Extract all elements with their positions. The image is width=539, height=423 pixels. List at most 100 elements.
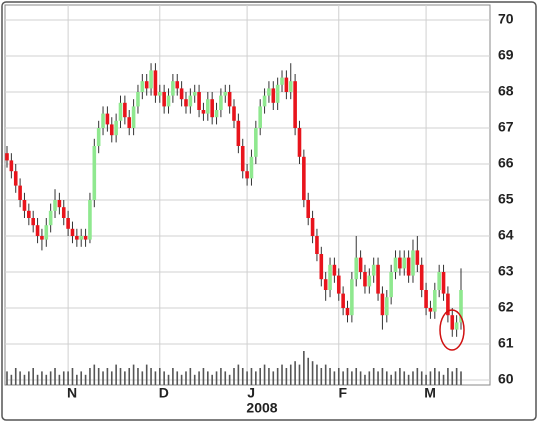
candle-body xyxy=(245,171,249,179)
y-tick-label: 65 xyxy=(498,191,514,207)
candle-body xyxy=(393,257,398,272)
candle-body xyxy=(175,81,180,89)
volume-bar xyxy=(14,368,17,385)
candle-body xyxy=(96,128,101,146)
candle-body xyxy=(162,92,166,107)
volume-bar xyxy=(425,374,427,385)
x-tick-label: N xyxy=(67,385,77,401)
y-tick-label: 64 xyxy=(498,227,514,243)
candle-body xyxy=(171,81,175,96)
candle-body xyxy=(232,106,236,121)
volume-bar xyxy=(303,351,305,385)
candle-body xyxy=(428,308,433,312)
candle-body xyxy=(254,128,258,157)
volume-bar xyxy=(193,374,196,385)
candle-body xyxy=(149,70,153,89)
volume-bar xyxy=(268,368,270,385)
candle-body xyxy=(35,225,40,236)
volume-bar xyxy=(115,364,117,385)
volume-bar xyxy=(447,368,449,385)
candle-body xyxy=(336,275,341,294)
candle-body xyxy=(206,99,210,114)
plot: 60 61 62 63 64 65 66 67 68 69 70 N D J F M xyxy=(5,5,514,401)
volume-bar xyxy=(102,371,104,385)
candle-body xyxy=(341,293,345,308)
volume-bar xyxy=(294,361,296,385)
candle-body xyxy=(441,272,446,294)
candle-body xyxy=(415,250,420,265)
candle-body xyxy=(48,210,53,226)
volume-bar xyxy=(377,371,379,385)
candle-body xyxy=(92,146,97,200)
candle-body xyxy=(258,106,262,128)
volume-bar xyxy=(106,368,109,385)
volume-bar xyxy=(337,368,340,385)
volume-bar xyxy=(185,371,187,385)
candle-body xyxy=(315,236,319,254)
x-tick-label: M xyxy=(424,385,436,401)
volume-bar xyxy=(316,364,318,385)
volume-bar xyxy=(333,371,336,385)
y-tick-label: 61 xyxy=(498,335,514,351)
candle-body xyxy=(319,254,324,280)
candle-body xyxy=(70,228,75,236)
volume-bar xyxy=(412,371,414,385)
candle-body xyxy=(446,293,450,316)
candle-body xyxy=(40,236,44,240)
volume-bar xyxy=(158,368,161,385)
volume-bar xyxy=(207,371,209,385)
candle-body xyxy=(450,315,455,330)
volume-bar xyxy=(6,371,8,385)
y-tick-label: 66 xyxy=(498,155,514,171)
y-tick-label: 67 xyxy=(498,119,514,135)
candle-body xyxy=(459,290,463,323)
y-tick-label: 60 xyxy=(498,371,514,387)
candle-body xyxy=(328,264,332,290)
volume-bar xyxy=(154,371,157,385)
candle-body xyxy=(61,207,66,218)
candle-body xyxy=(424,290,428,308)
volume-bar xyxy=(246,371,248,385)
volume-bar xyxy=(372,368,375,385)
volume-bar xyxy=(45,374,48,385)
candle-body xyxy=(389,272,393,298)
candle-body xyxy=(118,102,123,121)
candle-body xyxy=(79,236,84,240)
candle-body xyxy=(153,70,158,96)
volume-bar xyxy=(189,368,192,385)
candle-body xyxy=(123,102,127,118)
candle-body xyxy=(376,264,380,294)
volume-bar xyxy=(394,371,397,385)
volume-bar xyxy=(93,364,96,385)
volume-bar xyxy=(28,371,30,385)
volume-bar xyxy=(399,368,401,385)
candle-body xyxy=(31,218,35,226)
volume-bar xyxy=(49,371,52,385)
candle-body xyxy=(157,92,162,96)
candle-body xyxy=(179,88,184,100)
candle-body xyxy=(332,264,337,276)
volume-bar xyxy=(10,374,13,385)
candle-body xyxy=(280,77,284,85)
candle-body xyxy=(188,95,193,107)
x-tick-label: D xyxy=(159,385,169,401)
candle-body xyxy=(384,297,389,316)
volume-bar xyxy=(285,368,288,385)
volume-bar xyxy=(97,368,100,385)
year-label: 2008 xyxy=(246,400,277,416)
volume-bar xyxy=(434,368,436,385)
candle-body xyxy=(271,88,276,103)
candle-body xyxy=(13,171,18,186)
candle-body xyxy=(66,218,70,229)
candle-body xyxy=(267,88,271,96)
candle-body xyxy=(105,113,110,125)
y-tick-label: 68 xyxy=(498,83,514,99)
candle-body xyxy=(57,200,62,208)
candle-body xyxy=(227,92,232,107)
candle-body xyxy=(27,210,31,218)
volume-bar xyxy=(89,368,91,385)
candle-body xyxy=(184,99,188,107)
candle-body xyxy=(350,279,354,316)
volume-bar xyxy=(311,361,314,385)
